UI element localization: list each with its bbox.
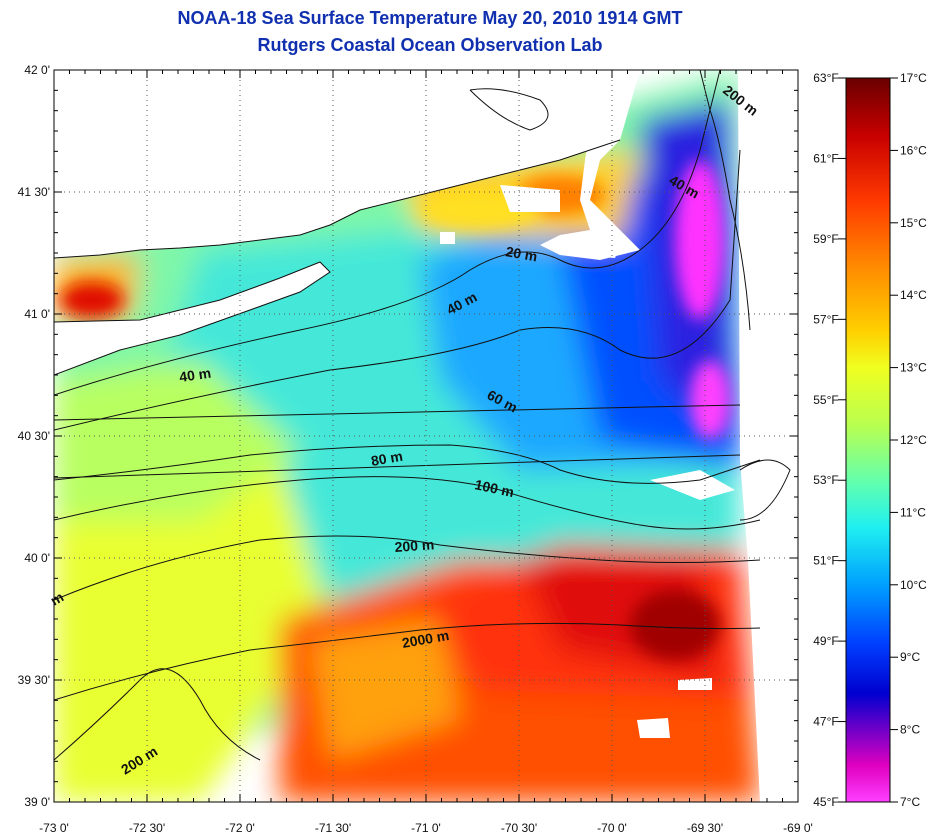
- bathymetry-contours: [54, 70, 791, 761]
- contour-label-80m: 80 m: [370, 448, 404, 469]
- celsius-label: 16°C: [900, 143, 927, 157]
- lat-tick-label: 40 30': [18, 429, 50, 443]
- lat-tick-label: 41 0': [24, 307, 50, 321]
- fahrenheit-label: 53°F: [813, 473, 838, 487]
- lat-tick-label: 41 30': [18, 185, 50, 199]
- contour-label-200m-mid: 200 m: [394, 536, 435, 555]
- colorbar-celsius-labels: 17°C 16°C 15°C 14°C 13°C 12°C 11°C 10°C 9°C 8°C 7°…: [890, 71, 927, 809]
- lon-tick-label: -70 0': [597, 821, 627, 835]
- fahrenheit-label: 51°F: [813, 554, 838, 568]
- celsius-label: 15°C: [900, 216, 927, 230]
- celsius-label: 9°C: [900, 650, 920, 664]
- fahrenheit-label: 55°F: [813, 393, 838, 407]
- latitude-labels: 42 0' 41 30' 41 0' 40 30' 40 0' 39 30' 39 0': [18, 63, 50, 809]
- fahrenheit-label: 47°F: [813, 715, 838, 729]
- lon-tick-label: -72 0': [225, 821, 255, 835]
- fahrenheit-label: 63°F: [813, 71, 838, 85]
- contour-label-40m-w: 40 m: [178, 365, 212, 385]
- contour-label-20m: 20 m: [504, 243, 538, 264]
- celsius-label: 8°C: [900, 723, 920, 737]
- lat-tick-label: 42 0': [24, 63, 50, 77]
- fahrenheit-label: 49°F: [813, 634, 838, 648]
- map-title: NOAA-18 Sea Surface Temperature May 20, …: [177, 8, 683, 28]
- celsius-label: 14°C: [900, 288, 927, 302]
- lon-tick-label: -72 30': [129, 821, 165, 835]
- map-subtitle: Rutgers Coastal Ocean Observation Lab: [257, 35, 603, 55]
- colorbar-fahrenheit-labels: 63°F 61°F 59°F 57°F 55°F 53°F 51°F 49°F 47°F 45°F: [813, 71, 846, 809]
- lon-tick-label: -69 30': [687, 821, 723, 835]
- plot-frame: [53, 69, 799, 803]
- longitude-labels: -73 0' -72 30' -72 0' -71 30' -71 0' -70 30' -…: [39, 821, 813, 835]
- celsius-label: 11°C: [900, 505, 926, 519]
- fahrenheit-label: 45°F: [813, 795, 838, 809]
- celsius-label: 13°C: [900, 361, 927, 375]
- celsius-label: 17°C: [900, 71, 927, 85]
- celsius-label: 7°C: [900, 795, 920, 809]
- fahrenheit-label: 59°F: [813, 232, 838, 246]
- lat-tick-label: 40 0': [24, 551, 50, 565]
- lon-tick-label: -71 0': [411, 821, 441, 835]
- celsius-label: 12°C: [900, 433, 927, 447]
- lon-tick-label: -69 0': [783, 821, 813, 835]
- lat-tick-label: 39 30': [18, 673, 50, 687]
- lon-tick-label: -73 0': [39, 821, 69, 835]
- lon-tick-label: -70 30': [501, 821, 537, 835]
- lat-tick-label: 39 0': [24, 795, 50, 809]
- celsius-label: 10°C: [900, 578, 927, 592]
- colorbar: [845, 77, 891, 803]
- lat-lon-grid: [53, 69, 799, 803]
- lon-tick-label: -71 30': [315, 821, 351, 835]
- fahrenheit-label: 57°F: [813, 312, 838, 326]
- fahrenheit-label: 61°F: [813, 151, 838, 165]
